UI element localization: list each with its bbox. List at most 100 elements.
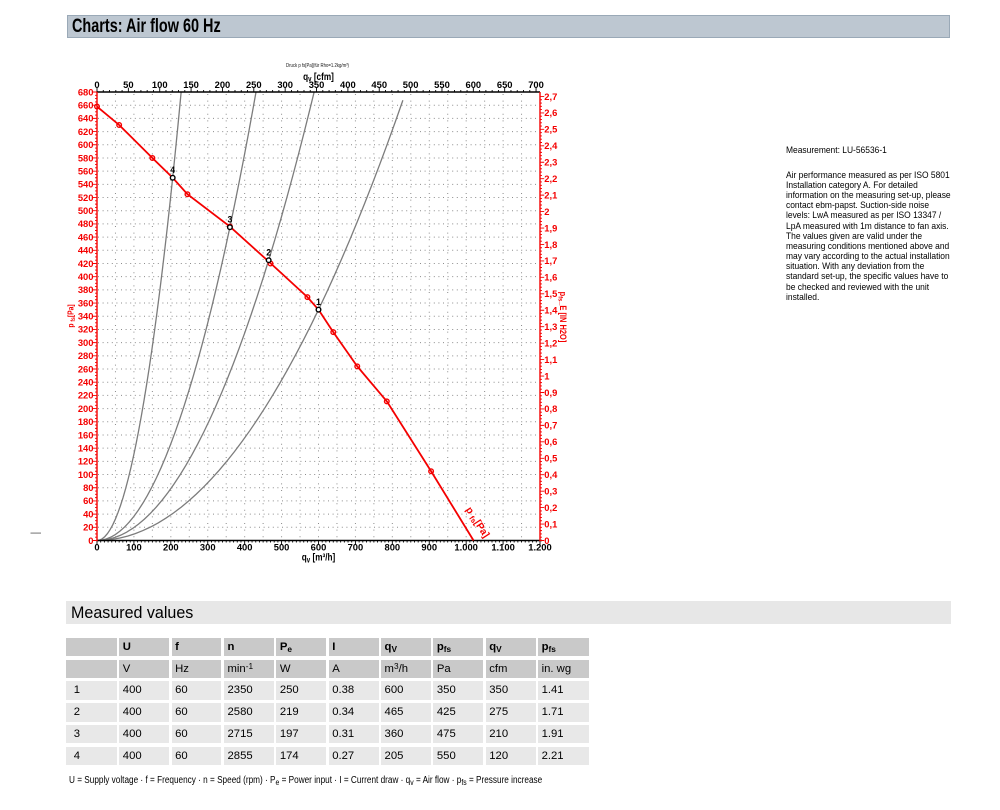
svg-text:2,5: 2,5 xyxy=(544,124,557,135)
svg-text:500: 500 xyxy=(403,79,419,90)
svg-text:550: 550 xyxy=(434,79,450,90)
svg-text:340: 340 xyxy=(78,311,94,322)
svg-text:qv [cfm]: qv [cfm] xyxy=(303,70,334,84)
svg-text:0,8: 0,8 xyxy=(544,403,557,414)
svg-text:480: 480 xyxy=(78,218,94,229)
svg-text:400: 400 xyxy=(340,79,356,90)
svg-text:1: 1 xyxy=(544,370,549,381)
svg-text:2,4: 2,4 xyxy=(544,140,558,151)
svg-text:1,8: 1,8 xyxy=(544,239,557,250)
svg-text:80: 80 xyxy=(83,482,93,493)
svg-text:600: 600 xyxy=(311,542,327,553)
svg-text:p fs[Pa]: p fs[Pa] xyxy=(66,304,77,328)
svg-text:260: 260 xyxy=(78,363,94,374)
svg-text:600: 600 xyxy=(466,79,482,90)
svg-text:2,1: 2,1 xyxy=(544,189,557,200)
svg-text:150: 150 xyxy=(183,79,199,90)
svg-text:0,3: 0,3 xyxy=(544,485,557,496)
svg-text:Druck p fs[Pa](für Rho=1.2kg/m: Druck p fs[Pa](für Rho=1.2kg/m³) xyxy=(286,63,349,69)
svg-text:1.000: 1.000 xyxy=(454,542,477,553)
svg-text:1,7: 1,7 xyxy=(544,255,557,266)
svg-text:2: 2 xyxy=(266,248,271,258)
svg-text:1,1: 1,1 xyxy=(544,354,557,365)
svg-text:350: 350 xyxy=(309,79,325,90)
svg-text:0,5: 0,5 xyxy=(544,453,557,464)
svg-text:440: 440 xyxy=(78,245,94,256)
svg-text:800: 800 xyxy=(385,542,401,553)
svg-text:520: 520 xyxy=(78,192,94,203)
svg-text:900: 900 xyxy=(421,542,437,553)
svg-text:680: 680 xyxy=(78,86,94,97)
svg-text:1,3: 1,3 xyxy=(544,321,557,332)
svg-text:0,6: 0,6 xyxy=(544,436,557,447)
svg-text:1.100: 1.100 xyxy=(491,542,514,553)
svg-text:60: 60 xyxy=(83,495,93,506)
svg-text:640: 640 xyxy=(78,113,94,124)
svg-text:460: 460 xyxy=(78,231,94,242)
svg-text:1: 1 xyxy=(316,297,321,307)
svg-text:360: 360 xyxy=(78,297,94,308)
svg-text:1,4: 1,4 xyxy=(544,305,558,316)
svg-text:1,9: 1,9 xyxy=(544,222,557,233)
svg-text:600: 600 xyxy=(78,139,94,150)
svg-text:100: 100 xyxy=(78,469,94,480)
svg-text:280: 280 xyxy=(78,350,94,361)
svg-text:500: 500 xyxy=(78,205,94,216)
svg-text:qv [m³/h]: qv [m³/h] xyxy=(302,551,335,565)
svg-text:700: 700 xyxy=(348,542,364,553)
svg-text:320: 320 xyxy=(78,324,94,335)
svg-text:0,9: 0,9 xyxy=(544,387,557,398)
svg-text:120: 120 xyxy=(78,456,94,467)
svg-text:620: 620 xyxy=(78,126,94,137)
svg-text:50: 50 xyxy=(123,79,133,90)
svg-text:100: 100 xyxy=(126,542,142,553)
svg-text:0: 0 xyxy=(94,79,99,90)
svg-text:450: 450 xyxy=(371,79,387,90)
svg-text:300: 300 xyxy=(277,79,293,90)
svg-text:380: 380 xyxy=(78,284,94,295)
svg-text:560: 560 xyxy=(78,165,94,176)
svg-text:2: 2 xyxy=(544,206,549,217)
svg-text:1.200: 1.200 xyxy=(528,542,551,553)
svg-text:540: 540 xyxy=(78,179,94,190)
svg-text:0: 0 xyxy=(94,542,99,553)
svg-text:660: 660 xyxy=(78,99,94,110)
svg-text:0,2: 0,2 xyxy=(544,502,557,513)
svg-text:180: 180 xyxy=(78,416,94,427)
svg-text:40: 40 xyxy=(83,508,93,519)
svg-text:200: 200 xyxy=(163,542,179,553)
svg-text:140: 140 xyxy=(78,442,94,453)
svg-text:220: 220 xyxy=(78,390,94,401)
svg-text:420: 420 xyxy=(78,258,94,269)
svg-text:1,5: 1,5 xyxy=(544,288,557,299)
svg-text:700: 700 xyxy=(528,79,544,90)
svg-text:4: 4 xyxy=(170,165,175,175)
svg-text:240: 240 xyxy=(78,377,94,388)
svg-text:0,7: 0,7 xyxy=(544,420,557,431)
svg-text:1,6: 1,6 xyxy=(544,272,557,283)
svg-text:2,7: 2,7 xyxy=(544,91,557,102)
svg-text:200: 200 xyxy=(215,79,231,90)
svg-text:0,1: 0,1 xyxy=(544,518,557,529)
svg-text:500: 500 xyxy=(274,542,290,553)
svg-text:650: 650 xyxy=(497,79,513,90)
svg-text:pfs_E [IN H2O]: pfs_E [IN H2O] xyxy=(556,292,567,343)
svg-text:p fs[Pa]: p fs[Pa] xyxy=(462,505,491,540)
svg-text:2,6: 2,6 xyxy=(544,107,557,118)
svg-text:580: 580 xyxy=(78,152,94,163)
svg-text:0: 0 xyxy=(88,535,93,546)
svg-text:3: 3 xyxy=(227,215,232,225)
svg-text:2,2: 2,2 xyxy=(544,173,557,184)
svg-text:2,3: 2,3 xyxy=(544,157,557,168)
svg-text:0: 0 xyxy=(544,535,549,546)
svg-text:300: 300 xyxy=(200,542,216,553)
svg-text:400: 400 xyxy=(237,542,253,553)
svg-text:250: 250 xyxy=(246,79,262,90)
svg-text:100: 100 xyxy=(152,79,168,90)
svg-text:160: 160 xyxy=(78,429,94,440)
svg-text:200: 200 xyxy=(78,403,94,414)
svg-text:1,2: 1,2 xyxy=(544,337,557,348)
svg-text:400: 400 xyxy=(78,271,94,282)
svg-text:0,4: 0,4 xyxy=(544,469,558,480)
svg-text:300: 300 xyxy=(78,337,94,348)
